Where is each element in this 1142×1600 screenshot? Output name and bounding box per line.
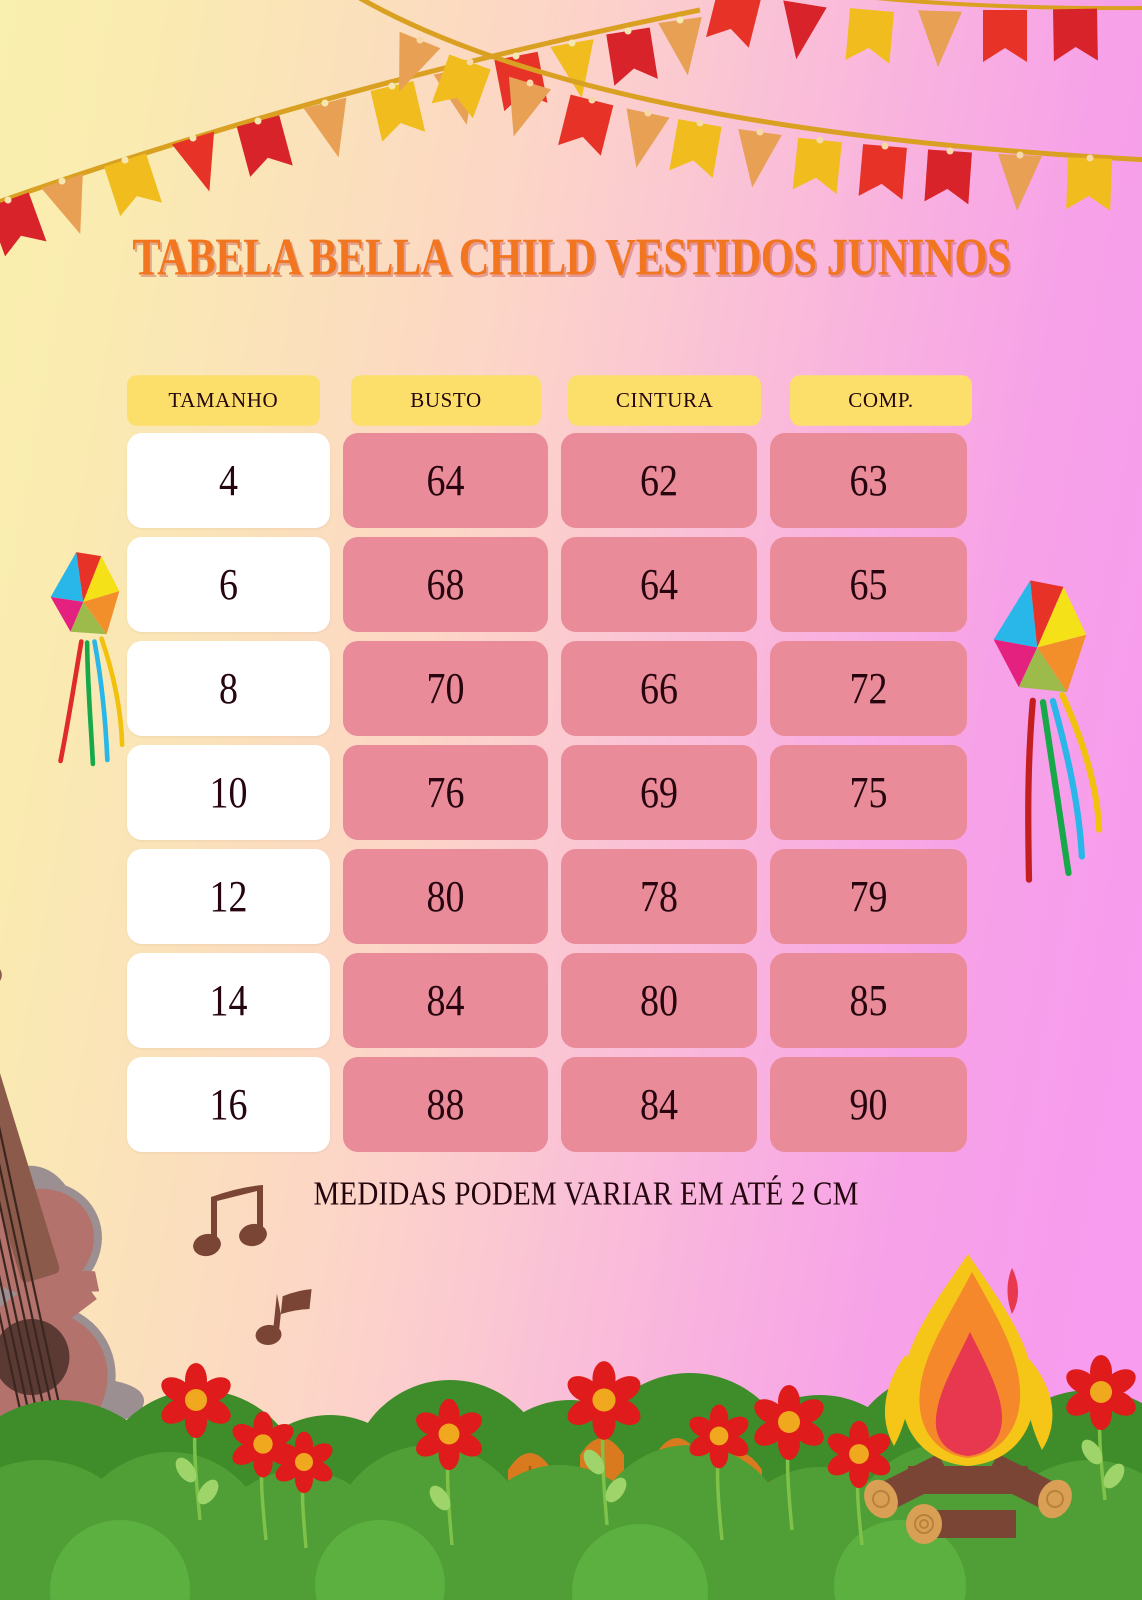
bush-decoration-front (0, 1443, 1142, 1600)
fence-post (455, 1483, 499, 1600)
cell-tamanho: 6 (127, 537, 330, 632)
table-row: 6 68 64 65 (127, 537, 972, 632)
cell-cintura: 62 (561, 433, 757, 528)
cell-cintura: 78 (561, 849, 757, 944)
cell-comp: 65 (770, 537, 967, 632)
fence-post (508, 1453, 552, 1600)
table-row: 12 80 78 79 (127, 849, 972, 944)
bunting-string-1 (0, 7, 710, 257)
table-row: 4 64 62 63 (127, 433, 972, 528)
cell-cintura: 66 (561, 641, 757, 736)
music-note-icon (255, 1289, 312, 1345)
cell-comp: 79 (770, 849, 967, 944)
fence-post (580, 1438, 624, 1600)
bunting-string-3 (706, 0, 1142, 68)
cell-tamanho: 8 (127, 641, 330, 736)
cell-comp: 75 (770, 745, 967, 840)
cell-cintura: 80 (561, 953, 757, 1048)
column-header-cintura: CINTURA (568, 375, 761, 426)
wooden-fence (430, 1438, 935, 1600)
bush-decoration-highlight (50, 1520, 966, 1600)
cell-busto: 76 (343, 745, 548, 840)
fence-post (655, 1438, 699, 1600)
bonfire-logs (864, 1454, 1072, 1544)
cell-busto: 80 (343, 849, 548, 944)
cell-busto: 70 (343, 641, 548, 736)
cell-tamanho: 16 (127, 1057, 330, 1152)
cell-comp: 85 (770, 953, 967, 1048)
page-title: TABELA BELLA CHILD VESTIDOS JUNINOS (132, 229, 1010, 287)
fence-post (718, 1453, 762, 1600)
measurement-disclaimer: MEDIDAS PODEM VARIAR EM ATÉ 2 CM (313, 1175, 859, 1213)
table-header-row: TAMANHO BUSTO CINTURA COMP. (127, 375, 972, 426)
page-title-wrap: TABELA BELLA CHILD VESTIDOS JUNINOS (0, 228, 1142, 286)
column-header-comp: COMP. (789, 375, 972, 426)
bonfire-icon (864, 1254, 1072, 1544)
cell-busto: 64 (343, 433, 548, 528)
cell-busto: 84 (343, 953, 548, 1048)
table-row: 10 76 69 75 (127, 745, 972, 840)
cell-cintura: 64 (561, 537, 757, 632)
table-row: 8 70 66 72 (127, 641, 972, 736)
table-body: 4 64 62 63 6 68 64 65 8 70 66 72 10 76 6… (127, 433, 972, 1152)
cell-comp: 72 (770, 641, 967, 736)
cell-busto: 88 (343, 1057, 548, 1152)
cell-cintura: 84 (561, 1057, 757, 1152)
column-header-busto: BUSTO (350, 375, 542, 426)
column-header-tamanho: TAMANHO (127, 375, 320, 426)
bunting-string-2 (358, 0, 1142, 213)
kite-right-icon (993, 580, 1103, 883)
cell-tamanho: 4 (127, 433, 330, 528)
cell-tamanho: 12 (127, 849, 330, 944)
cell-tamanho: 10 (127, 745, 330, 840)
bush-decoration-back (0, 1370, 1142, 1600)
cell-busto: 68 (343, 537, 548, 632)
table-row: 14 84 80 85 (127, 953, 972, 1048)
cell-cintura: 69 (561, 745, 757, 840)
table-row: 16 88 84 90 (127, 1057, 972, 1152)
cell-comp: 90 (770, 1057, 967, 1152)
flower-icon (161, 1355, 1136, 1494)
size-chart-table: TAMANHO BUSTO CINTURA COMP. 4 64 62 63 6… (127, 375, 972, 1152)
cell-comp: 63 (770, 433, 967, 528)
cell-tamanho: 14 (127, 953, 330, 1048)
